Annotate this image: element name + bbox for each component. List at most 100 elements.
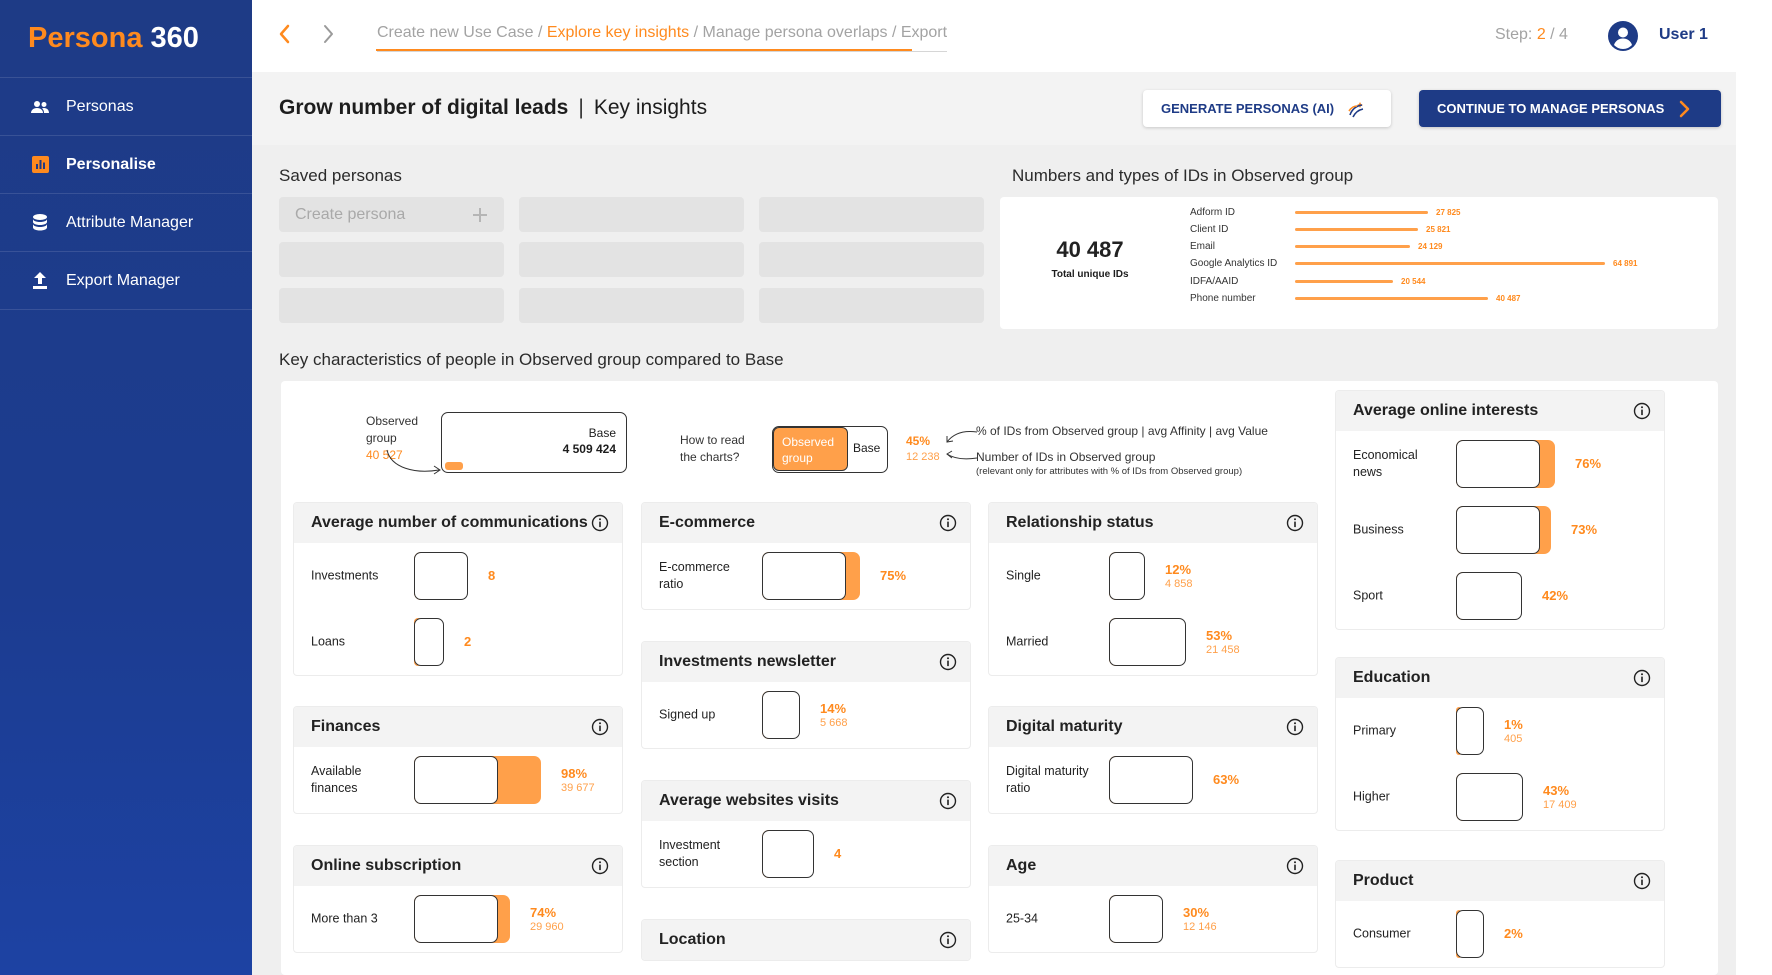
breadcrumb-explore-key-insights[interactable]: Explore key insights (546, 24, 690, 41)
generate-personas-ai-button[interactable]: GENERATE PERSONAS (AI) (1143, 90, 1391, 127)
sidebar-item-attribute-manager[interactable]: Attribute Manager (0, 194, 252, 252)
id-type-value: 24 129 (1418, 242, 1443, 252)
user-name[interactable]: User 1 (1659, 26, 1708, 43)
id-type-name: Phone number (1190, 293, 1256, 304)
info-icon[interactable] (591, 514, 609, 532)
how-to-read-line2: the charts? (680, 450, 740, 464)
breadcrumb-progress-line (376, 49, 912, 51)
attribute-value: 8 (488, 568, 496, 583)
info-icon[interactable] (939, 653, 957, 671)
generate-personas-label: GENERATE PERSONAS (AI) (1161, 101, 1335, 116)
attribute-card: Finances Available finances 98% 39 677 (293, 706, 623, 814)
info-icon[interactable] (1286, 718, 1304, 736)
create-persona-button[interactable]: Create persona (279, 197, 504, 232)
id-type-name: Adform ID (1190, 206, 1236, 218)
attribute-row: Digital maturity ratio 63% (989, 747, 1317, 813)
info-icon[interactable] (939, 514, 957, 532)
id-type-bar (1295, 279, 1393, 283)
base-bar (414, 756, 498, 804)
sidebar-item-personalise[interactable]: Personalise (0, 136, 252, 194)
info-icon[interactable] (591, 718, 609, 736)
attribute-label: E-commerce ratio (659, 560, 730, 591)
attribute-label: Loans (311, 634, 346, 649)
attribute-card-title: Investments newsletter (659, 653, 836, 670)
attribute-card-header: Investments newsletter (642, 642, 970, 682)
info-icon[interactable] (939, 792, 957, 810)
attribute-card: Investments newsletter Signed up 14% 5 668 (641, 641, 971, 749)
sidebar-item-export-manager[interactable]: Export Manager (0, 252, 252, 310)
ids-card: 40 487 Total unique IDs Adform ID 27 825 C… (1000, 197, 1718, 329)
attribute-card: Average online interests Economical news 7… (1335, 390, 1665, 630)
upload-icon (30, 271, 50, 291)
info-icon[interactable] (1633, 872, 1651, 890)
sidebar-item-label: Export Manager (66, 271, 180, 289)
attribute-value: 73% (1571, 522, 1598, 537)
attribute-row: 25-34 30% 12 146 (989, 886, 1317, 952)
info-icon[interactable] (1633, 402, 1651, 420)
app-logo[interactable]: Persona 360 (0, 0, 252, 78)
persona-slot-empty (519, 197, 744, 232)
base-bar (414, 552, 468, 600)
base-bar (414, 618, 444, 666)
base-bar (1456, 440, 1540, 488)
attribute-label: Primary (1353, 723, 1397, 738)
id-type-value: 20 544 (1401, 276, 1426, 286)
id-type-bar (1295, 262, 1605, 266)
attribute-card: Age 25-34 30% 12 146 (988, 845, 1318, 953)
attribute-label: Single (1006, 568, 1041, 583)
ai-sparkle-icon (1346, 99, 1366, 119)
breadcrumb-rest[interactable]: / Manage persona overlaps / Export (689, 24, 948, 41)
id-type-row: Google Analytics ID 64 891 (1190, 257, 1637, 271)
id-type-name: Google Analytics ID (1190, 258, 1278, 270)
id-type-row: IDFA/AAID 20 544 (1190, 274, 1425, 288)
forward-arrow-icon[interactable] (316, 20, 340, 48)
attribute-row: Investments 8 (294, 543, 622, 609)
attribute-row: Single 12% 4 858 (989, 543, 1317, 609)
attribute-count: 39 677 (561, 782, 595, 794)
sidebar-item-personas[interactable]: Personas (0, 78, 252, 136)
attribute-value: 42% (1542, 588, 1569, 603)
base-bar (1456, 572, 1522, 620)
user-avatar-icon[interactable] (1607, 20, 1639, 52)
attribute-card: Education Primary 1% 405 Higher 43% 17 409 (1335, 657, 1665, 831)
back-arrow-icon[interactable] (273, 20, 297, 48)
persona-slot-empty (759, 242, 984, 277)
base-bar (1456, 506, 1540, 554)
attribute-card-header: Digital maturity (989, 707, 1317, 747)
legend-base-count: 4 509 424 (562, 442, 616, 456)
top-bar: Create new Use Case / Explore key insigh… (252, 0, 1736, 72)
id-type-bar (1295, 227, 1418, 231)
persona-slot-empty (279, 288, 504, 323)
continue-to-manage-personas-button[interactable]: CONTINUE TO MANAGE PERSONAS (1419, 90, 1721, 127)
attribute-card-header: E-commerce (642, 503, 970, 543)
id-type-bar (1295, 210, 1428, 214)
id-type-bar (1295, 245, 1410, 249)
attribute-card-title: Average online interests (1353, 402, 1539, 419)
attribute-card-header: Education (1336, 658, 1664, 698)
attribute-count: 21 458 (1206, 644, 1240, 656)
info-icon[interactable] (939, 931, 957, 949)
info-icon[interactable] (1633, 669, 1651, 687)
step-current: 2 (1536, 26, 1546, 43)
info-icon[interactable] (1286, 514, 1304, 532)
ids-section-title: Numbers and types of IDs in Observed gro… (1012, 166, 1354, 185)
explanation-count: Number of IDs in Observed group (976, 450, 1156, 464)
id-type-name: Email (1190, 241, 1216, 253)
page-subtitle: Key insights (593, 96, 708, 119)
persona-slot-empty (279, 242, 504, 277)
sidebar-item-label: Personas (66, 97, 134, 115)
base-bar (762, 830, 814, 878)
attribute-card-title: Average number of communications (311, 514, 588, 531)
info-icon[interactable] (591, 857, 609, 875)
attribute-value: 1% (1504, 717, 1523, 732)
logo-text-360: 360 (150, 22, 199, 54)
step-indicator: Step: 2 / 4 (1495, 26, 1568, 44)
info-icon[interactable] (1286, 857, 1304, 875)
attribute-count: 17 409 (1543, 799, 1577, 811)
legend-base-box: Base 4 509 424 (441, 412, 627, 473)
how-to-read-line1: How to read (680, 433, 745, 447)
step-label: Step: (1495, 26, 1537, 43)
breadcrumb-create-use-case[interactable]: Create new Use Case / (377, 24, 547, 41)
plus-icon (472, 207, 488, 223)
